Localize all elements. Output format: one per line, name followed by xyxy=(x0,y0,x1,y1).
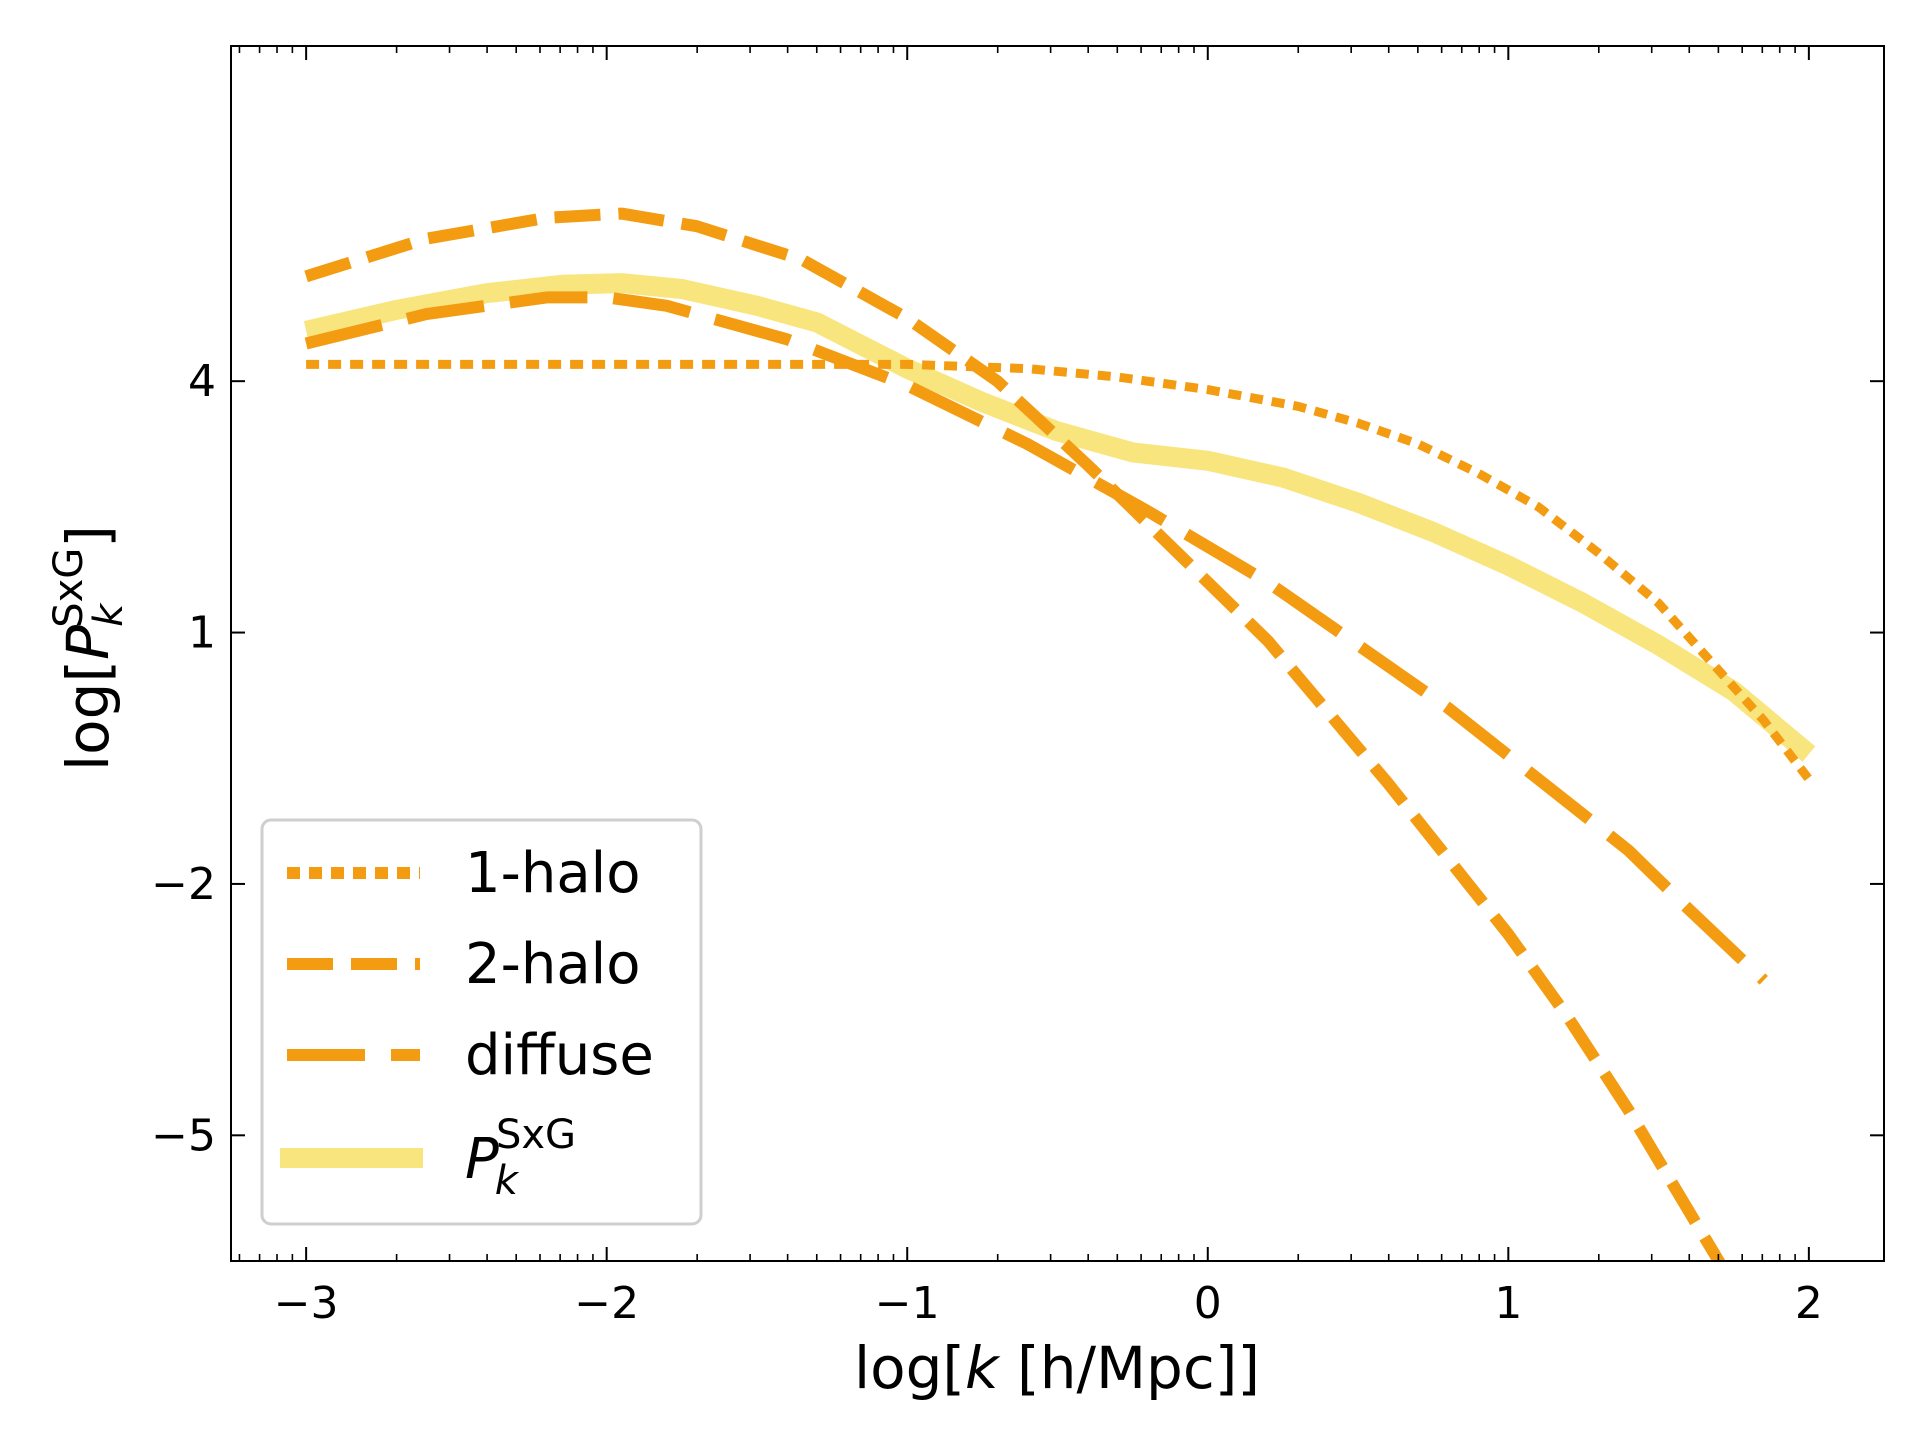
series-line-2-halo xyxy=(304,207,1726,1261)
y-tick-label: −5 xyxy=(151,1110,216,1161)
x-tick-label: 1 xyxy=(1494,1278,1522,1329)
y-tick-labels: −5 −2 1 4 xyxy=(151,356,216,1161)
plot-frame xyxy=(230,45,1885,1262)
y-axis-label: log[PkSxG] xyxy=(46,525,132,771)
legend-label-2-halo: 2-halo xyxy=(465,932,640,997)
series-line-diffuse xyxy=(304,291,1768,985)
ticks-layer xyxy=(231,46,1884,1261)
legend-label-1-halo: 1-halo xyxy=(465,841,640,906)
y-tick-label: −2 xyxy=(151,859,216,910)
series-line-1-halo xyxy=(306,359,1813,782)
x-axis-label: log[k [h/Mpc]] xyxy=(854,1334,1260,1402)
y-tick-label: 4 xyxy=(188,356,216,407)
series-line-p-k-sxg xyxy=(303,273,1816,762)
legend: 1-halo 2-halo diffuse PkSxG xyxy=(260,818,703,1226)
y-tick-label: 1 xyxy=(188,608,216,659)
x-tick-labels: −3 −2 −1 0 1 2 xyxy=(274,1278,1823,1329)
x-tick-label: −2 xyxy=(574,1278,639,1329)
x-tick-label: 0 xyxy=(1194,1278,1222,1329)
legend-label-diffuse: diffuse xyxy=(465,1023,654,1088)
series-layer xyxy=(303,207,1816,1261)
legend-box xyxy=(260,818,703,1226)
legend-label-pk-sxg: PkSxG xyxy=(465,1112,576,1204)
x-tick-label: −1 xyxy=(875,1278,940,1329)
x-tick-label: 2 xyxy=(1795,1278,1823,1329)
x-tick-label: −3 xyxy=(274,1278,339,1329)
